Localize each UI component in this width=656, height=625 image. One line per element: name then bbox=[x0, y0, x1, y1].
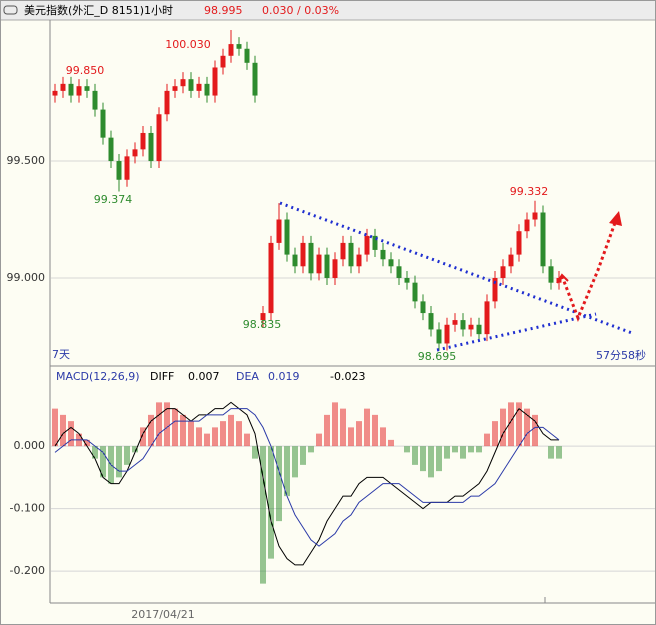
candle-body bbox=[116, 161, 122, 180]
candle-body bbox=[500, 266, 506, 278]
candle-body bbox=[204, 83, 210, 96]
dea-label: DEA bbox=[236, 370, 259, 383]
candle-body bbox=[420, 301, 426, 314]
macd-line bbox=[54, 408, 560, 547]
y-tick-label: -0.100 bbox=[10, 502, 45, 515]
candle-body bbox=[404, 277, 410, 283]
price-annotation: 99.850 bbox=[66, 64, 105, 77]
candle-body bbox=[100, 109, 106, 138]
candle-body bbox=[324, 254, 330, 278]
candle-body bbox=[260, 313, 266, 321]
candle-body bbox=[292, 254, 298, 267]
candle-body bbox=[132, 149, 138, 157]
candle-body bbox=[60, 83, 66, 91]
candle-body bbox=[220, 55, 226, 68]
arrow-head bbox=[556, 273, 569, 284]
candle-body bbox=[276, 219, 282, 243]
header-change: 0.030 / 0.03% bbox=[262, 4, 339, 17]
candle-body bbox=[540, 212, 546, 267]
candle-body bbox=[108, 137, 114, 162]
dea-value: 0.019 bbox=[268, 370, 300, 383]
header-price: 98.995 bbox=[204, 4, 243, 17]
drawings bbox=[279, 201, 633, 352]
candle-body bbox=[148, 132, 154, 162]
candle-body bbox=[300, 242, 306, 267]
candle-body bbox=[188, 79, 194, 91]
candle-body bbox=[252, 62, 258, 96]
diff-value: 0.007 bbox=[188, 370, 220, 383]
candle-body bbox=[92, 90, 98, 110]
candle-body bbox=[236, 44, 242, 49]
price-annotation: 100.030 bbox=[165, 38, 211, 51]
header-title: 美元指数(外汇_D 8151)1小时 bbox=[24, 3, 173, 17]
macd-title: MACD(12,26,9) bbox=[56, 370, 140, 383]
candle-body bbox=[436, 329, 442, 344]
candle-body bbox=[228, 44, 234, 56]
candle-body bbox=[308, 242, 314, 274]
price-annotation: 99.374 bbox=[94, 193, 133, 206]
candle-body bbox=[396, 266, 402, 278]
candle-body bbox=[452, 320, 458, 325]
arrow-head bbox=[609, 211, 622, 226]
header-bar bbox=[1, 1, 655, 20]
candle-body bbox=[52, 90, 58, 96]
candle-body bbox=[460, 320, 466, 330]
candle-body bbox=[388, 259, 394, 267]
y-tick-label: 99.500 bbox=[7, 154, 46, 167]
candle-body bbox=[412, 282, 418, 302]
macd-value: -0.023 bbox=[330, 370, 365, 383]
link-icon[interactable] bbox=[3, 5, 18, 15]
candle-body bbox=[356, 254, 362, 267]
candle-body bbox=[76, 86, 82, 96]
candle-body bbox=[140, 132, 146, 150]
candle-body bbox=[524, 219, 530, 232]
price-annotation: 98.695 bbox=[418, 350, 457, 363]
candle-body bbox=[268, 242, 274, 314]
candle-body bbox=[532, 212, 538, 220]
range-label: 7天 bbox=[52, 348, 70, 361]
candle-body bbox=[548, 266, 554, 283]
candle-body bbox=[372, 235, 378, 250]
candle-body bbox=[348, 242, 354, 267]
candle-body bbox=[68, 83, 74, 96]
candle-body bbox=[212, 67, 218, 96]
candle-body bbox=[180, 79, 186, 87]
price-annotation: 99.332 bbox=[510, 185, 549, 198]
candle-body bbox=[508, 254, 514, 267]
diff-label: DIFF bbox=[150, 370, 174, 383]
candle-body bbox=[332, 259, 338, 278]
countdown: 57分58秒 bbox=[596, 348, 646, 362]
y-tick-label: 99.000 bbox=[7, 271, 46, 284]
candle-body bbox=[124, 156, 130, 180]
y-tick-label: -0.200 bbox=[10, 564, 45, 577]
candle-body bbox=[340, 242, 346, 260]
candle-body bbox=[244, 48, 250, 63]
trend-line bbox=[279, 201, 633, 335]
candle-body bbox=[516, 231, 522, 255]
marks: 99.500 99.000 99.850 100.030 99.374 98.835 98.… bbox=[7, 30, 655, 584]
candle-body bbox=[164, 90, 170, 115]
candle-body bbox=[84, 86, 90, 91]
y-tick-label: 0.000 bbox=[14, 439, 46, 452]
candle-body bbox=[428, 313, 434, 330]
candle-body bbox=[444, 324, 450, 344]
candle-body bbox=[196, 83, 202, 91]
candle-body bbox=[468, 324, 474, 330]
candle-body bbox=[484, 301, 490, 335]
candle-body bbox=[172, 86, 178, 91]
macd-line bbox=[54, 401, 559, 566]
candle-body bbox=[284, 219, 290, 255]
candle-body bbox=[492, 277, 498, 302]
candle-body bbox=[364, 235, 370, 255]
candle-body bbox=[476, 324, 482, 335]
price-annotation: 98.835 bbox=[243, 318, 282, 331]
candle-body bbox=[156, 114, 162, 162]
candle-body bbox=[316, 254, 322, 274]
date-label: 2017/04/21 bbox=[131, 608, 194, 621]
candle-body bbox=[380, 249, 386, 260]
